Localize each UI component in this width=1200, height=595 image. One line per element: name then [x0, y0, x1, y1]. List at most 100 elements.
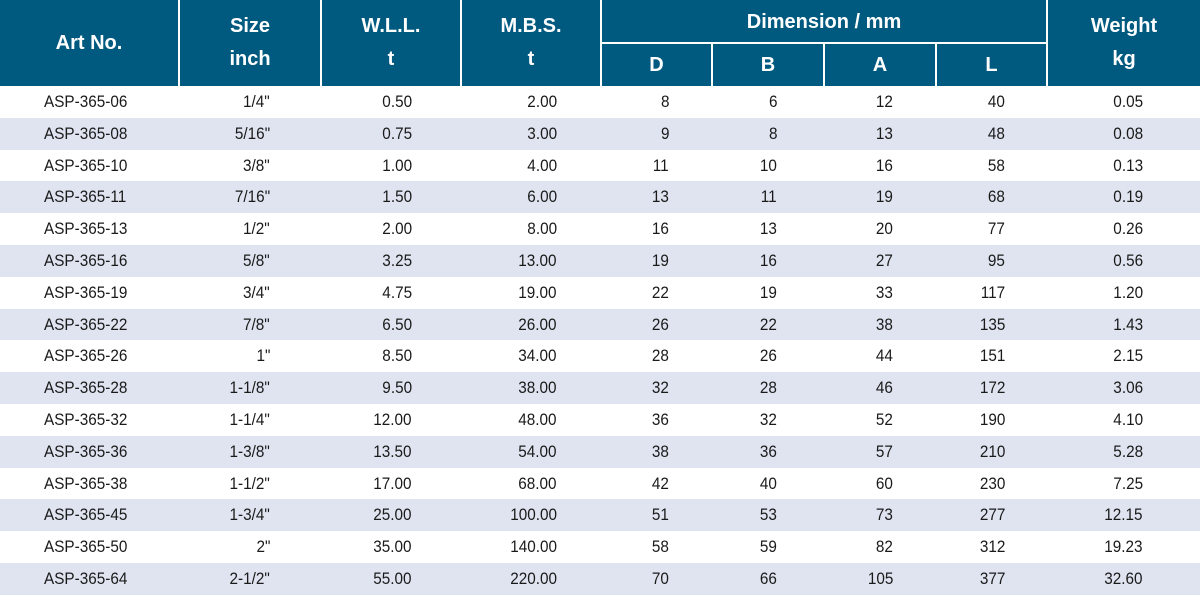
- dim-b-cell: 22: [758, 309, 777, 341]
- art-no-cell: ASP-365-32: [44, 404, 137, 436]
- dim-a-cell: 16: [874, 150, 893, 182]
- mbs-cell: 54.00: [514, 436, 557, 468]
- mbs-cell: 140.00: [505, 531, 557, 563]
- art-no-cell-text: ASP-365-28: [44, 378, 128, 398]
- dim-b-cell: 36: [758, 436, 777, 468]
- size-cell: 7/16": [231, 181, 270, 213]
- dim-l-cell-text: 312: [979, 537, 1005, 557]
- size-cell-text: 2": [256, 537, 270, 557]
- dim-b-cell-text: 13: [759, 219, 777, 239]
- dim-a-cell-text: 20: [875, 219, 893, 239]
- size-cell-text: 1-1/2": [229, 473, 270, 493]
- dim-d-cell-text: 19: [651, 250, 669, 270]
- dim-l-cell: 58: [986, 150, 1005, 182]
- dim-b-cell-text: 26: [759, 346, 777, 366]
- table-row: ASP-365-28 1-1/8" 9.50 38.00 32 28 46 172 3.06: [0, 372, 1200, 404]
- mbs-cell: 48.00: [514, 404, 557, 436]
- dim-a-cell-text: 82: [875, 537, 893, 557]
- weight-cell: 0.56: [1110, 245, 1143, 277]
- art-no-cell-text: ASP-365-22: [44, 314, 128, 334]
- dim-d-cell: 70: [650, 563, 669, 595]
- header-divider: [823, 44, 825, 86]
- dim-d-cell: 19: [650, 245, 669, 277]
- art-no-cell-text: ASP-365-50: [44, 537, 128, 557]
- dim-a-cell-text: 38: [875, 314, 893, 334]
- dim-a-cell-text: 73: [875, 505, 893, 525]
- size-cell-text: 7/16": [234, 187, 270, 207]
- table-row: ASP-365-26 1" 8.50 34.00 28 26 44 151 2.15: [0, 340, 1200, 372]
- wll-cell: 35.00: [369, 531, 412, 563]
- dim-d-cell: 8: [660, 86, 669, 118]
- dim-a-cell: 57: [874, 436, 893, 468]
- header-wll-label: W.L.L.: [361, 15, 421, 37]
- art-no-cell: ASP-365-08: [44, 118, 137, 150]
- weight-cell-text: 32.60: [1104, 568, 1143, 588]
- size-cell: 1-1/2": [225, 468, 270, 500]
- size-cell: 1-1/8": [225, 372, 270, 404]
- weight-cell-text: 0.05: [1113, 92, 1143, 111]
- col-header-b: B: [713, 44, 823, 86]
- dim-a-cell: 52: [874, 404, 893, 436]
- size-cell: 2": [255, 531, 270, 563]
- weight-cell: 1.43: [1110, 309, 1143, 341]
- table-row: ASP-365-38 1-1/2" 17.00 68.00 42 40 60 230 7.25: [0, 468, 1200, 500]
- dim-a-cell-text: 12: [875, 92, 893, 111]
- wll-cell-text: 6.50: [382, 314, 412, 334]
- art-no-cell-text: ASP-365-19: [44, 282, 128, 302]
- dim-l-cell: 277: [977, 499, 1005, 531]
- weight-cell: 12.15: [1100, 499, 1143, 531]
- table-row: ASP-365-13 1/2" 2.00 8.00 16 13 20 77 0.26: [0, 213, 1200, 245]
- dim-a-cell: 44: [874, 340, 893, 372]
- dim-d-cell-text: 13: [651, 187, 669, 207]
- header-d-label: D: [649, 53, 664, 76]
- dim-d-cell: 13: [650, 181, 669, 213]
- size-cell: 3/4": [240, 277, 270, 309]
- dim-l-cell-text: 172: [979, 378, 1005, 398]
- size-cell-text: 3/4": [243, 282, 270, 302]
- dim-d-cell-text: 22: [651, 282, 669, 302]
- header-l-label: L: [985, 53, 998, 76]
- weight-cell-text: 5.28: [1113, 441, 1143, 461]
- dim-b-cell-text: 59: [759, 537, 777, 557]
- dim-l-cell: 117: [978, 277, 1005, 309]
- dim-b-cell: 19: [758, 277, 777, 309]
- dim-a-cell-text: 60: [875, 473, 893, 493]
- dim-d-cell: 9: [660, 118, 669, 150]
- dim-a-cell-text: 19: [875, 187, 893, 207]
- dim-d-cell: 22: [650, 277, 669, 309]
- mbs-cell: 8.00: [524, 213, 557, 245]
- weight-cell: 0.13: [1110, 150, 1143, 182]
- art-no-cell-text: ASP-365-36: [44, 441, 128, 461]
- table-body: ASP-365-06 1/4" 0.50 2.00 8 6 12 40 0.05 ASP-365-…: [0, 86, 1200, 595]
- table-row: ASP-365-64 2-1/2" 55.00 220.00 70 66 105 377 32.…: [0, 562, 1200, 595]
- dim-a-cell: 105: [865, 563, 893, 595]
- dim-a-cell-text: 44: [875, 346, 893, 366]
- mbs-cell-text: 6.00: [527, 187, 557, 207]
- mbs-cell-text: 54.00: [518, 441, 557, 461]
- dim-a-cell: 20: [874, 213, 893, 245]
- wll-cell: 0.50: [379, 86, 412, 118]
- dim-b-cell-text: 16: [759, 250, 777, 270]
- dim-b-cell-text: 22: [759, 314, 777, 334]
- table-row: ASP-365-32 1-1/4" 12.00 48.00 36 32 52 190 4.10: [0, 404, 1200, 436]
- mbs-cell: 220.00: [505, 563, 557, 595]
- wll-cell-text: 4.75: [382, 282, 412, 302]
- weight-cell: 0.08: [1110, 118, 1143, 150]
- dim-d-cell: 28: [650, 340, 669, 372]
- mbs-cell-text: 100.00: [510, 505, 557, 525]
- table-row: ASP-365-08 5/16" 0.75 3.00 9 8 13 48 0.08: [0, 117, 1200, 150]
- art-no-cell: ASP-365-13: [44, 213, 137, 245]
- art-no-cell-text: ASP-365-10: [44, 155, 128, 175]
- size-cell: 1-1/4": [225, 404, 270, 436]
- dim-a-cell-text: 46: [875, 378, 893, 398]
- wll-cell-text: 13.50: [373, 441, 412, 461]
- table-row: ASP-365-45 1-3/4" 25.00 100.00 51 53 73 277 12.1…: [0, 499, 1200, 532]
- dim-l-cell: 230: [977, 468, 1005, 500]
- size-cell: 5/8": [240, 245, 270, 277]
- mbs-cell: 4.00: [524, 150, 557, 182]
- dim-a-cell-text: 33: [875, 282, 893, 302]
- dim-d-cell: 58: [650, 531, 669, 563]
- art-no-cell-text: ASP-365-32: [44, 409, 128, 429]
- dim-d-cell-text: 38: [651, 441, 669, 461]
- header-divider: [711, 44, 713, 86]
